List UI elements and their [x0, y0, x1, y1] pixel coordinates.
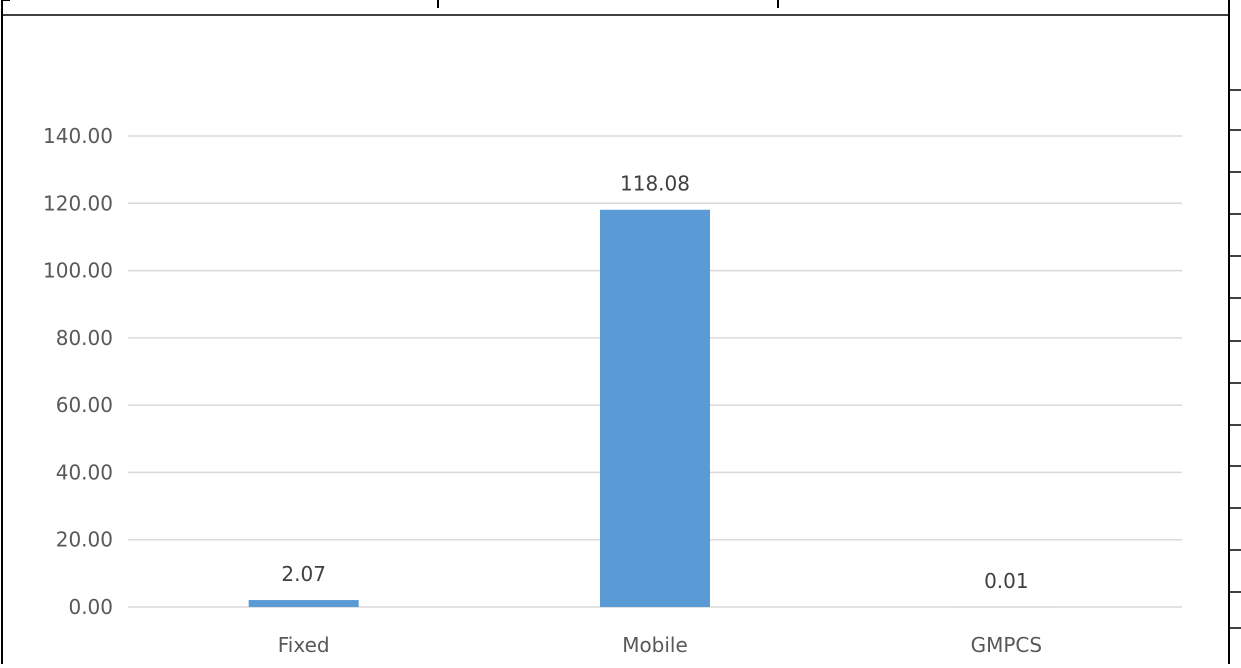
y-tick-label: 100.00 — [43, 259, 113, 283]
y-tick-label: 0.00 — [68, 595, 113, 619]
y-tick-label: 20.00 — [56, 528, 113, 552]
y-tick-label: 120.00 — [43, 191, 113, 215]
y-tick-label: 40.00 — [56, 460, 113, 484]
y-tick-label: 60.00 — [56, 393, 113, 417]
bars — [249, 210, 1062, 607]
x-tick-label-gmpcs: GMPCS — [971, 633, 1042, 657]
data-label-gmpcs: 0.01 — [984, 569, 1029, 593]
data-label-fixed: 2.07 — [281, 562, 326, 586]
bar-mobile — [600, 210, 710, 607]
data-label-mobile: 118.08 — [620, 172, 690, 196]
y-tick-label: 140.00 — [43, 124, 113, 148]
bar-fixed — [249, 600, 359, 607]
y-tick-label: 80.00 — [56, 326, 113, 350]
y-axis-tick-labels: 0.00 20.00 40.00 60.00 80.00 100.00 120.00 140.… — [43, 124, 113, 619]
x-tick-label-fixed: Fixed — [278, 633, 330, 657]
x-tick-label-mobile: Mobile — [622, 633, 688, 657]
x-axis-tick-labels: Fixed Mobile GMPCS — [278, 633, 1042, 657]
